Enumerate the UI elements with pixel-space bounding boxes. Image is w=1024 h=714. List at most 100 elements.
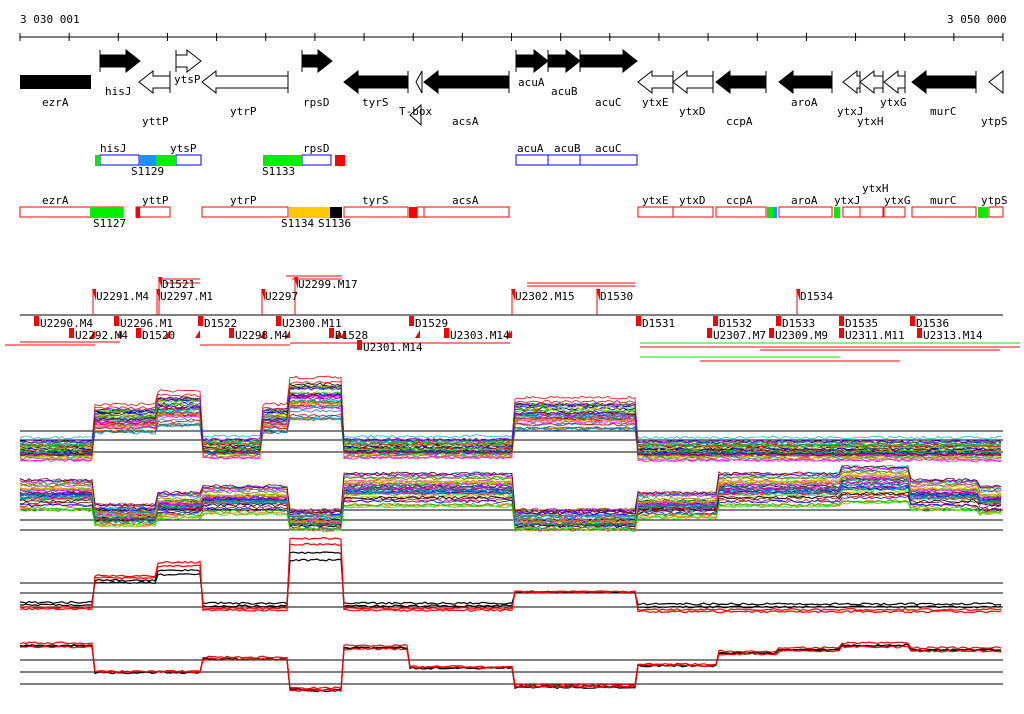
reverse-gene-box[interactable]: [637, 206, 674, 218]
gene-acua-arrow[interactable]: [515, 48, 549, 74]
ruler-end-label: 3 050 000: [947, 13, 1007, 26]
expression-profile-2: [19, 476, 1002, 524]
breakpoint-label: D1532: [719, 317, 753, 330]
reverse-gene-box[interactable]: [715, 206, 767, 218]
breakpoint-marker[interactable]: [229, 328, 234, 338]
reverse-gene-box[interactable]: [988, 206, 1004, 218]
breakpoint-marker[interactable]: [910, 316, 915, 326]
gene-label: hisJ: [105, 85, 132, 98]
forward-gene-box[interactable]: [547, 154, 581, 166]
breakpoint-marker[interactable]: [839, 316, 844, 326]
gene-tbox-arrow[interactable]: [415, 70, 423, 94]
reverse-gene-label: ytxH: [862, 182, 889, 195]
breakpoint-marker[interactable]: [69, 328, 74, 338]
breakpoint-label: U2300.M11: [282, 317, 342, 330]
expression-profile-3: [20, 551, 1002, 609]
reverse-gene-label: ytpS: [981, 194, 1008, 207]
forward-gene-box[interactable]: [301, 154, 332, 166]
forward-gene-box[interactable]: [175, 154, 202, 166]
breakpoint-marker[interactable]: [114, 316, 119, 326]
gene-acsa-arrow[interactable]: [423, 69, 510, 95]
breakpoint-arrow: [260, 330, 265, 338]
gene-ccpa-arrow[interactable]: [715, 69, 767, 95]
segment-label: S1134: [281, 217, 315, 230]
forward-gene-label: acuB: [554, 142, 581, 155]
breakpoint-label: D1533: [782, 317, 816, 330]
gene-label: ytxH: [857, 115, 884, 128]
breakpoint-marker[interactable]: [34, 316, 39, 326]
reverse-gene-box[interactable]: [859, 206, 884, 218]
breakpoint-marker[interactable]: [444, 328, 449, 338]
gene-label: ytxE: [642, 96, 669, 109]
forward-gene-label: hisJ: [100, 142, 127, 155]
gene-rpsd-arrow[interactable]: [301, 48, 333, 74]
gene-ytps-arrow[interactable]: [988, 69, 1004, 95]
gene-label: acuC: [595, 96, 622, 109]
forward-gene-box[interactable]: [515, 154, 549, 166]
breakpoint-marker[interactable]: [329, 328, 334, 338]
reverse-gene-box[interactable]: [778, 206, 833, 218]
gene-ytxg-arrow[interactable]: [883, 69, 906, 95]
breakpoint-label: U2307.M7: [713, 329, 766, 342]
reverse-gene-label: ytxJ: [834, 194, 861, 207]
reverse-gene-box[interactable]: [672, 206, 714, 218]
breakpoint-marker[interactable]: [839, 328, 844, 338]
reverse-gene-box[interactable]: [883, 206, 906, 218]
reverse-gene-box[interactable]: [842, 206, 861, 218]
breakpoint-marker[interactable]: [409, 316, 414, 326]
expression-profile-1: [19, 398, 1002, 448]
reverse-gene-label: ytxD: [679, 194, 706, 207]
breakpoint-marker[interactable]: [707, 328, 712, 338]
gene-ytxe-arrow[interactable]: [637, 69, 674, 95]
segment-label: S1127: [93, 217, 127, 230]
expression-profile-1: [19, 386, 1002, 444]
breakpoint-marker[interactable]: [276, 316, 281, 326]
gene-label: ytxD: [679, 105, 706, 118]
gene-murc-arrow[interactable]: [911, 69, 977, 95]
reverse-gene-box[interactable]: [201, 206, 289, 218]
breakpoint-marker[interactable]: [357, 340, 362, 350]
reverse-gene-box[interactable]: [423, 206, 510, 218]
breakpoint-marker[interactable]: [636, 316, 641, 326]
forward-segment-block: [156, 155, 176, 166]
breakpoint-marker[interactable]: [917, 328, 922, 338]
breakpoint-label: D1530: [600, 290, 634, 303]
gene-label: aroA: [791, 96, 818, 109]
gene-tyrs-arrow[interactable]: [343, 69, 409, 95]
gene-label: ytxG: [880, 96, 907, 109]
gene-ytxd-arrow[interactable]: [672, 69, 714, 95]
gene-acuc-arrow[interactable]: [579, 48, 638, 74]
gene-hisj-arrow[interactable]: [99, 48, 141, 74]
gene-ytsp-arrow[interactable]: [175, 48, 202, 74]
breakpoint-label: U2292.M4: [75, 329, 128, 342]
gene-ytrp-arrow[interactable]: [201, 69, 289, 95]
gene-label: murC: [930, 105, 957, 118]
reverse-segment-block: [834, 207, 840, 218]
forward-gene-box[interactable]: [99, 154, 140, 166]
gene-ytxj-arrow[interactable]: [842, 69, 861, 95]
forward-gene-label: acuC: [595, 142, 622, 155]
gene-yttp-arrow[interactable]: [138, 69, 171, 95]
breakpoint-marker[interactable]: [776, 316, 781, 326]
breakpoint-marker[interactable]: [136, 328, 141, 338]
breakpoint-marker[interactable]: [769, 328, 774, 338]
gene-ezra-arrow[interactable]: [20, 75, 91, 89]
gene-ytxh-arrow[interactable]: [859, 69, 884, 95]
gene-aroa-arrow[interactable]: [778, 69, 833, 95]
breakpoint-label: D1535: [845, 317, 879, 330]
reverse-gene-box: [416, 206, 425, 218]
expression-profile-2: [19, 467, 1002, 514]
reverse-gene-box[interactable]: [343, 206, 409, 218]
reverse-gene-label: ytxG: [884, 194, 911, 207]
reverse-gene-box[interactable]: [135, 206, 171, 218]
forward-gene-box[interactable]: [579, 154, 638, 166]
breakpoint-marker[interactable]: [713, 316, 718, 326]
breakpoint-arrow: [285, 330, 290, 338]
gene-acub-arrow[interactable]: [547, 48, 581, 74]
breakpoint-arrow: [90, 330, 95, 338]
breakpoint-marker[interactable]: [198, 316, 203, 326]
reverse-gene-box[interactable]: [911, 206, 977, 218]
breakpoint-label: D1531: [642, 317, 676, 330]
expression-profile-1: [19, 401, 1002, 461]
reverse-segment-block: [767, 207, 773, 218]
